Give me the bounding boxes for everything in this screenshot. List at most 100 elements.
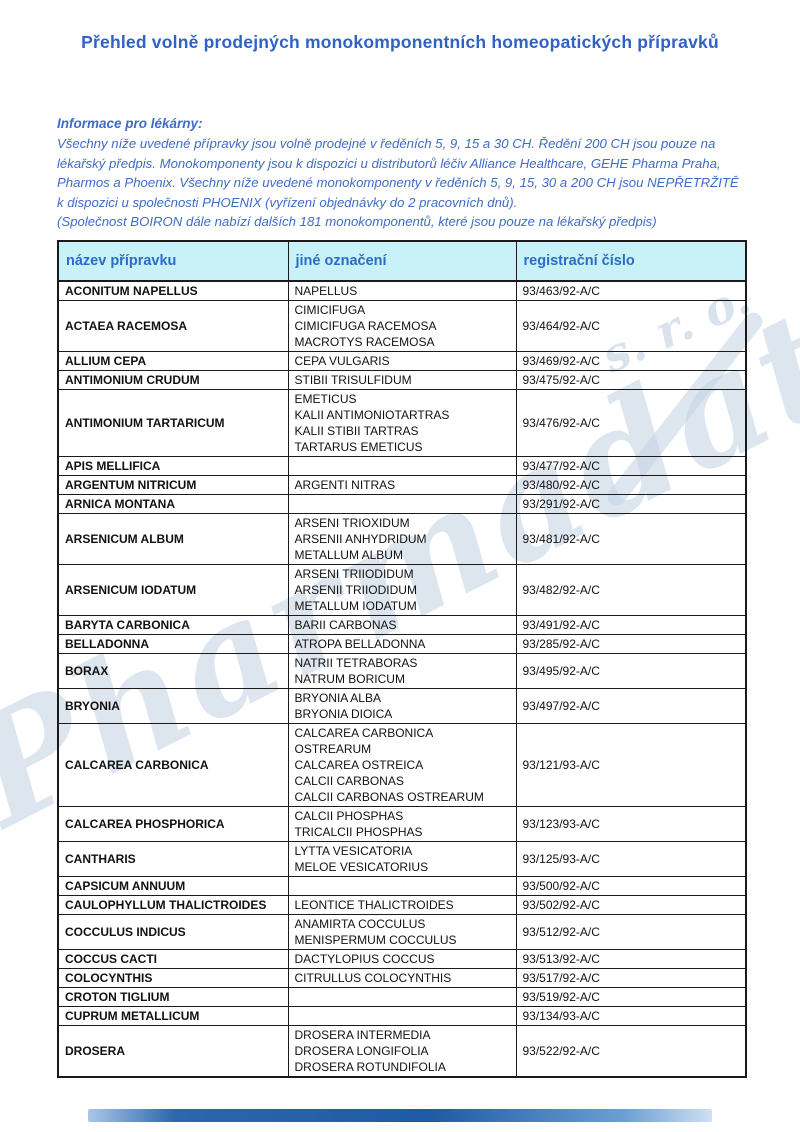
table-row: DROSERA DROSERA INTERMEDIA DROSERA LONGIFO… <box>57 1025 747 1078</box>
alias-line: CALCII CARBONAS OSTREARUM <box>294 790 484 804</box>
alias-line: ARSENI TRIIODIDUM <box>294 567 414 581</box>
product-name-cell: ARSENICUM IODATUM <box>57 564 289 616</box>
registration-number-cell: 93/481/92-A/C <box>515 513 747 565</box>
alias-line: OSTREARUM <box>294 742 372 756</box>
column-header-other-designation: jiné označení <box>287 240 517 282</box>
product-name-cell: ACTAEA RACEMOSA <box>57 300 289 352</box>
registration-number-cell: 93/291/92-A/C <box>515 494 747 514</box>
aliases-cell: LYTTA VESICATORIA MELOE VESICATORIUS <box>287 841 517 877</box>
alias-line: KALII ANTIMONIOTARTRAS <box>294 408 450 422</box>
alias-line: CIMICIFUGA <box>294 303 366 317</box>
product-name-cell: CALCAREA CARBONICA <box>57 723 289 807</box>
aliases-cell <box>287 456 517 476</box>
column-header-product-name: název přípravku <box>57 240 289 282</box>
table-row: ACONITUM NAPELLUS NAPELLUS 93/463/92-A/C <box>57 280 747 301</box>
info-line: Pharmos a Phoenix. Všechny níže uvedené … <box>57 175 739 190</box>
table-row: CROTON TIGLIUM 93/519/92-A/C <box>57 987 747 1007</box>
aliases-cell: CIMICIFUGA CIMICIFUGA RACEMOSA MACROTYS RA… <box>287 300 517 352</box>
table-row: BELLADONNA ATROPA BELLADONNA 93/285/92-A/C <box>57 634 747 654</box>
table-row: CALCAREA PHOSPHORICA CALCII PHOSPHAS TRICA… <box>57 806 747 842</box>
aliases-cell: EMETICUS KALII ANTIMONIOTARTRAS KALII STIB… <box>287 389 517 457</box>
product-name-cell: CUPRUM METALLICUM <box>57 1006 289 1026</box>
alias-line: DROSERA LONGIFOLIA <box>294 1044 429 1058</box>
aliases-cell: DACTYLOPIUS COCCUS <box>287 949 517 969</box>
aliases-cell: BRYONIA ALBA BRYONIA DIOICA <box>287 688 517 724</box>
registration-number-cell: 93/512/92-A/C <box>515 914 747 950</box>
alias-line: CALCII CARBONAS <box>294 774 404 788</box>
table-row: ARSENICUM ALBUM ARSENI TRIOXIDUM ARSENII A… <box>57 513 747 565</box>
table-row: CUPRUM METALLICUM 93/134/93-A/C <box>57 1006 747 1026</box>
info-paragraph: Všechny níže uvedené přípravky jsou voln… <box>57 134 753 232</box>
aliases-cell: CALCII PHOSPHAS TRICALCII PHOSPHAS <box>287 806 517 842</box>
alias-line: MENISPERMUM COCCULUS <box>294 933 457 947</box>
table-row: ARSENICUM IODATUM ARSENI TRIIODIDUM ARSENI… <box>57 564 747 616</box>
aliases-cell <box>287 876 517 896</box>
registration-number-cell: 93/285/92-A/C <box>515 634 747 654</box>
table-row: ALLIUM CEPA CEPA VULGARIS 93/469/92-A/C <box>57 351 747 371</box>
alias-line: TRICALCII PHOSPHAS <box>294 825 423 839</box>
alias-line: CEPA VULGARIS <box>294 354 390 368</box>
aliases-cell: ARGENTI NITRAS <box>287 475 517 495</box>
table-row: CANTHARIS LYTTA VESICATORIA MELOE VESICATO… <box>57 841 747 877</box>
product-name-cell: CANTHARIS <box>57 841 289 877</box>
registration-number-cell: 93/497/92-A/C <box>515 688 747 724</box>
product-name-cell: BARYTA CARBONICA <box>57 615 289 635</box>
product-name-cell: ANTIMONIUM TARTARICUM <box>57 389 289 457</box>
product-name-cell: BORAX <box>57 653 289 689</box>
alias-line: EMETICUS <box>294 392 357 406</box>
product-name-cell: COLOCYNTHIS <box>57 968 289 988</box>
table-row: BARYTA CARBONICA BARII CARBONAS 93/491/92-… <box>57 615 747 635</box>
registration-number-cell: 93/500/92-A/C <box>515 876 747 896</box>
table-row: CALCAREA CARBONICA CALCAREA CARBONICA OSTR… <box>57 723 747 807</box>
alias-line: BRYONIA DIOICA <box>294 707 393 721</box>
alias-line: DACTYLOPIUS COCCUS <box>294 952 435 966</box>
product-name-cell: ARNICA MONTANA <box>57 494 289 514</box>
column-header-registration-number: registrační číslo <box>515 240 747 282</box>
product-name-cell: ARSENICUM ALBUM <box>57 513 289 565</box>
aliases-cell: CALCAREA CARBONICA OSTREARUM CALCAREA OSTR… <box>287 723 517 807</box>
registration-number-cell: 93/519/92-A/C <box>515 987 747 1007</box>
table-row: ANTIMONIUM TARTARICUM EMETICUS KALII ANTIM… <box>57 389 747 457</box>
alias-line: CALCAREA OSTREICA <box>294 758 424 772</box>
product-name-cell: CAULOPHYLLUM THALICTROIDES <box>57 895 289 915</box>
registration-number-cell: 93/517/92-A/C <box>515 968 747 988</box>
products-table: název přípravku jiné označení registračn… <box>57 240 747 1078</box>
product-name-cell: CROTON TIGLIUM <box>57 987 289 1007</box>
table-row: COLOCYNTHIS CITRULLUS COLOCYNTHIS 93/517/9… <box>57 968 747 988</box>
registration-number-cell: 93/123/93-A/C <box>515 806 747 842</box>
alias-line: ANAMIRTA COCCULUS <box>294 917 426 931</box>
registration-number-cell: 93/121/93-A/C <box>515 723 747 807</box>
table-row: COCCULUS INDICUS ANAMIRTA COCCULUS MENISPE… <box>57 914 747 950</box>
alias-line: ARSENII ANHYDRIDUM <box>294 532 427 546</box>
table-row: ANTIMONIUM CRUDUM STIBII TRISULFIDUM 93/47… <box>57 370 747 390</box>
product-name-cell: ACONITUM NAPELLUS <box>57 280 289 301</box>
product-name-cell: ANTIMONIUM CRUDUM <box>57 370 289 390</box>
registration-number-cell: 93/477/92-A/C <box>515 456 747 476</box>
alias-line: KALII STIBII TARTRAS <box>294 424 419 438</box>
table-row: APIS MELLIFICA 93/477/92-A/C <box>57 456 747 476</box>
table-body: ACONITUM NAPELLUS NAPELLUS 93/463/92-A/C AC… <box>57 280 747 1078</box>
aliases-cell: CITRULLUS COLOCYNTHIS <box>287 968 517 988</box>
registration-number-cell: 93/469/92-A/C <box>515 351 747 371</box>
aliases-cell: NAPELLUS <box>287 280 517 301</box>
alias-line: BRYONIA ALBA <box>294 691 382 705</box>
registration-number-cell: 93/502/92-A/C <box>515 895 747 915</box>
alias-line: ARSENI TRIOXIDUM <box>294 516 410 530</box>
table-row: CAULOPHYLLUM THALICTROIDES LEONTICE THALI… <box>57 895 747 915</box>
alias-line: DROSERA ROTUNDIFOLIA <box>294 1060 446 1074</box>
alias-line: NATRUM BORICUM <box>294 672 405 686</box>
info-line: Všechny níže uvedené přípravky jsou voln… <box>57 136 716 151</box>
product-name-cell: CAPSICUM ANNUUM <box>57 876 289 896</box>
aliases-cell: BARII CARBONAS <box>287 615 517 635</box>
footer-gradient-bar <box>88 1109 712 1122</box>
alias-line: CITRULLUS COLOCYNTHIS <box>294 971 452 985</box>
registration-number-cell: 93/482/92-A/C <box>515 564 747 616</box>
table-row: BRYONIA BRYONIA ALBA BRYONIA DIOICA 93/497/… <box>57 688 747 724</box>
aliases-cell: STIBII TRISULFIDUM <box>287 370 517 390</box>
alias-line: METALLUM ALBUM <box>294 548 403 562</box>
registration-number-cell: 93/463/92-A/C <box>515 280 747 301</box>
table-row: ARNICA MONTANA 93/291/92-A/C <box>57 494 747 514</box>
registration-number-cell: 93/495/92-A/C <box>515 653 747 689</box>
table-row: BORAX NATRII TETRABORAS NATRUM BORICUM 93/4… <box>57 653 747 689</box>
alias-line: DROSERA INTERMEDIA <box>294 1028 431 1042</box>
